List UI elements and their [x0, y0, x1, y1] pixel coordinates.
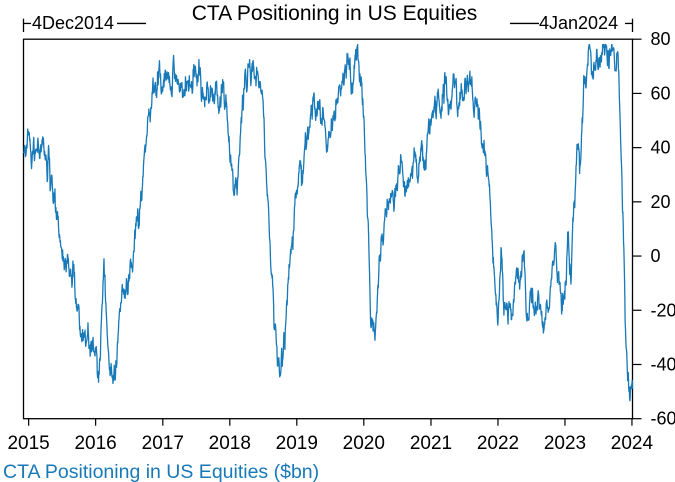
svg-text:-40: -40 — [651, 354, 675, 374]
svg-text:-60: -60 — [651, 409, 675, 429]
svg-text:-20: -20 — [651, 300, 675, 320]
svg-text:2019: 2019 — [276, 433, 318, 454]
svg-text:0: 0 — [651, 246, 661, 266]
svg-text:2024: 2024 — [611, 433, 654, 454]
svg-text:2015: 2015 — [7, 433, 49, 454]
svg-text:2016: 2016 — [74, 433, 116, 454]
svg-text:80: 80 — [651, 29, 671, 49]
svg-text:2023: 2023 — [544, 433, 586, 454]
svg-text:20: 20 — [651, 192, 671, 212]
svg-text:40: 40 — [651, 138, 671, 158]
svg-text:2017: 2017 — [142, 433, 184, 454]
svg-text:60: 60 — [651, 83, 671, 103]
svg-text:2021: 2021 — [410, 433, 452, 454]
svg-text:2022: 2022 — [477, 433, 519, 454]
svg-text:2018: 2018 — [209, 433, 251, 454]
svg-text:2020: 2020 — [343, 433, 385, 454]
